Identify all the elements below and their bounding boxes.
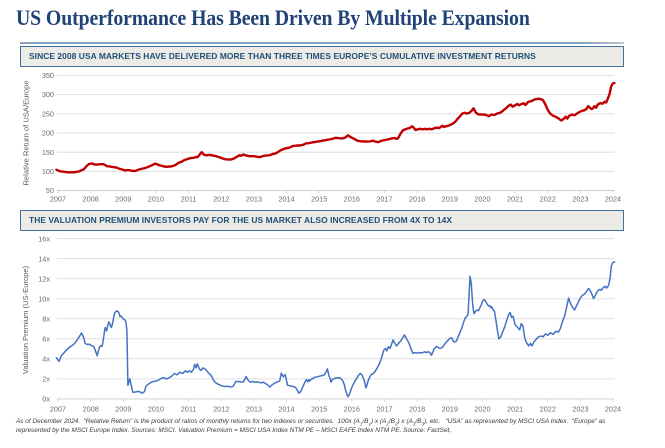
svg-text:2020: 2020 [474,405,490,414]
svg-text:2020: 2020 [474,195,490,204]
svg-text:2010: 2010 [148,195,164,204]
svg-text:2019: 2019 [442,405,458,414]
svg-text:2011: 2011 [181,195,197,204]
svg-text:Relative Return of USA/Europe: Relative Return of USA/Europe [22,80,31,185]
svg-text:200: 200 [42,129,54,138]
svg-text:2024: 2024 [605,405,621,414]
svg-text:2008: 2008 [83,405,99,414]
svg-text:2016: 2016 [344,195,360,204]
svg-text:300: 300 [42,90,54,99]
svg-text:2013: 2013 [246,195,262,204]
svg-text:150: 150 [42,148,54,157]
svg-text:2017: 2017 [376,405,392,414]
svg-text:16x: 16x [38,234,50,243]
svg-text:2019: 2019 [442,195,458,204]
svg-text:2024: 2024 [605,195,621,204]
svg-text:2018: 2018 [409,195,425,204]
svg-text:6x: 6x [42,334,50,343]
svg-text:2014: 2014 [278,195,294,204]
svg-text:2021: 2021 [507,405,523,414]
svg-text:2022: 2022 [540,195,556,204]
svg-text:14x: 14x [38,254,50,263]
svg-text:2008: 2008 [83,195,99,204]
svg-text:2015: 2015 [311,195,327,204]
svg-text:50: 50 [46,186,54,195]
svg-text:4x: 4x [42,354,50,363]
svg-text:2014: 2014 [278,405,294,414]
svg-text:250: 250 [42,109,54,118]
svg-text:2023: 2023 [572,405,588,414]
svg-text:2009: 2009 [115,195,131,204]
svg-text:2023: 2023 [572,195,588,204]
svg-text:0x: 0x [42,395,50,404]
svg-text:2021: 2021 [507,195,523,204]
svg-text:2007: 2007 [50,405,66,414]
svg-text:2018: 2018 [409,405,425,414]
svg-text:12x: 12x [38,274,50,283]
svg-text:2013: 2013 [246,405,262,414]
svg-text:2017: 2017 [376,195,392,204]
svg-text:100: 100 [42,167,54,176]
svg-text:2010: 2010 [148,405,164,414]
svg-text:2022: 2022 [540,405,556,414]
svg-text:2016: 2016 [344,405,360,414]
svg-text:Valuation Premium (US-Europe): Valuation Premium (US-Europe) [21,265,30,374]
svg-text:350: 350 [42,71,54,80]
svg-text:2012: 2012 [213,405,229,414]
svg-text:2011: 2011 [181,405,197,414]
svg-text:2015: 2015 [311,405,327,414]
svg-text:10x: 10x [38,294,50,303]
svg-text:2012: 2012 [213,195,229,204]
svg-text:2x: 2x [42,375,50,384]
svg-text:2009: 2009 [115,405,131,414]
svg-text:2007: 2007 [50,195,66,204]
svg-text:8x: 8x [42,314,50,323]
